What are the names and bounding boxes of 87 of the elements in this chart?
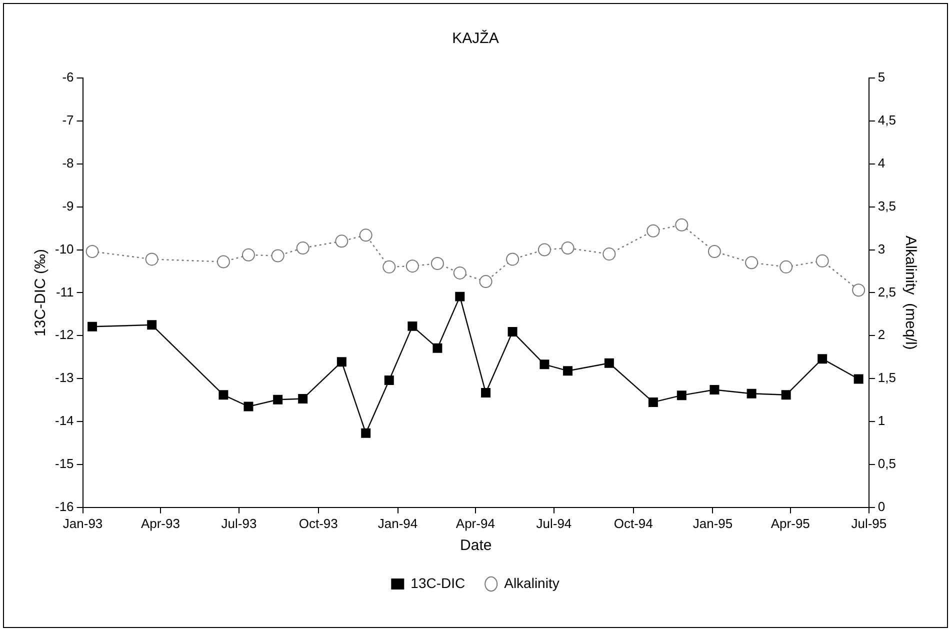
y-tick-label: -10 bbox=[54, 241, 74, 256]
point bbox=[145, 252, 158, 266]
point bbox=[361, 428, 371, 438]
point bbox=[563, 366, 573, 376]
point bbox=[382, 260, 396, 274]
y-tick-label: -13 bbox=[54, 370, 74, 386]
y2-tick-label: 1 bbox=[878, 413, 886, 428]
x-tick-label: Jul-95 bbox=[851, 516, 887, 531]
point bbox=[646, 224, 660, 238]
point bbox=[604, 358, 614, 368]
point bbox=[455, 292, 465, 302]
y-tick-label: -7 bbox=[62, 112, 74, 128]
point bbox=[818, 354, 828, 364]
point bbox=[298, 394, 308, 404]
chart-title: KAJŽA bbox=[452, 29, 499, 48]
x-tick-label: Apr-93 bbox=[140, 516, 180, 531]
y-tick-label: -11 bbox=[56, 284, 74, 300]
y-tick-label: -9 bbox=[62, 198, 74, 214]
x-axis-title: Date bbox=[460, 537, 492, 554]
point bbox=[676, 390, 686, 400]
point bbox=[602, 248, 616, 261]
point bbox=[781, 390, 791, 400]
point bbox=[453, 266, 466, 280]
y2-tick-label: 4 bbox=[878, 155, 886, 170]
point bbox=[648, 397, 658, 407]
y2-tick-label: 0 bbox=[878, 498, 886, 514]
point bbox=[271, 249, 284, 262]
y-axis-title: 13C-DIC (‰) bbox=[32, 248, 50, 336]
y-tick-label: -15 bbox=[54, 456, 74, 472]
y2-tick-label: 3,5 bbox=[878, 198, 896, 214]
y-tick-label: -14 bbox=[54, 413, 74, 428]
point bbox=[335, 234, 348, 248]
legend-label: 13C-DIC bbox=[410, 574, 466, 591]
y2-tick-label: 2 bbox=[878, 327, 886, 342]
x-tick-label: Oct-93 bbox=[298, 516, 338, 531]
point bbox=[479, 275, 492, 288]
y2-axis-title: Alkalinity (meq/l) bbox=[902, 236, 919, 350]
point bbox=[508, 327, 518, 337]
point bbox=[816, 254, 829, 268]
point bbox=[432, 343, 442, 353]
point bbox=[481, 388, 491, 398]
legend-label: Alkalinity bbox=[504, 574, 560, 591]
y2-tick-label: 3 bbox=[878, 241, 886, 256]
point bbox=[86, 244, 99, 258]
x-tick-label: Jul-94 bbox=[536, 516, 572, 531]
point bbox=[408, 321, 418, 331]
x-tick-label: Oct-94 bbox=[614, 516, 653, 531]
point bbox=[273, 394, 283, 404]
point bbox=[336, 357, 346, 367]
point bbox=[506, 252, 520, 266]
point bbox=[746, 388, 756, 398]
y2-tick-label: 2,5 bbox=[878, 284, 896, 300]
y-tick-label: -6 bbox=[62, 70, 74, 85]
y2-tick-label: 5 bbox=[878, 70, 886, 85]
y-tick-label: -16 bbox=[54, 498, 74, 514]
y2-tick-label: 1,5 bbox=[878, 370, 896, 386]
point bbox=[296, 242, 310, 255]
point bbox=[540, 360, 550, 370]
point bbox=[406, 260, 419, 273]
point bbox=[244, 402, 254, 412]
x-tick-label: Apr-95 bbox=[770, 516, 810, 531]
point bbox=[854, 374, 864, 384]
point bbox=[561, 242, 574, 255]
x-tick-label: Jul-93 bbox=[221, 516, 257, 531]
point bbox=[852, 284, 866, 297]
point bbox=[242, 248, 255, 262]
y-tick-label: -12 bbox=[54, 327, 74, 342]
point bbox=[708, 244, 721, 258]
point bbox=[710, 385, 720, 394]
y2-tick-label: 4,5 bbox=[878, 112, 896, 128]
x-tick-label: Jan-94 bbox=[378, 516, 418, 531]
point bbox=[384, 376, 394, 386]
point bbox=[218, 390, 228, 400]
point bbox=[538, 243, 551, 256]
point bbox=[745, 256, 758, 270]
point bbox=[675, 218, 688, 232]
y-tick-label: -8 bbox=[62, 155, 74, 170]
point bbox=[88, 322, 98, 332]
point bbox=[780, 260, 793, 274]
x-tick-label: Jan-93 bbox=[62, 516, 103, 531]
point bbox=[147, 320, 157, 330]
x-tick-label: Apr-94 bbox=[456, 516, 495, 531]
x-tick-label: Jan-95 bbox=[692, 516, 733, 531]
point bbox=[216, 255, 230, 268]
point bbox=[359, 228, 372, 242]
point bbox=[430, 257, 444, 270]
y2-tick-label: 0,5 bbox=[878, 456, 896, 472]
